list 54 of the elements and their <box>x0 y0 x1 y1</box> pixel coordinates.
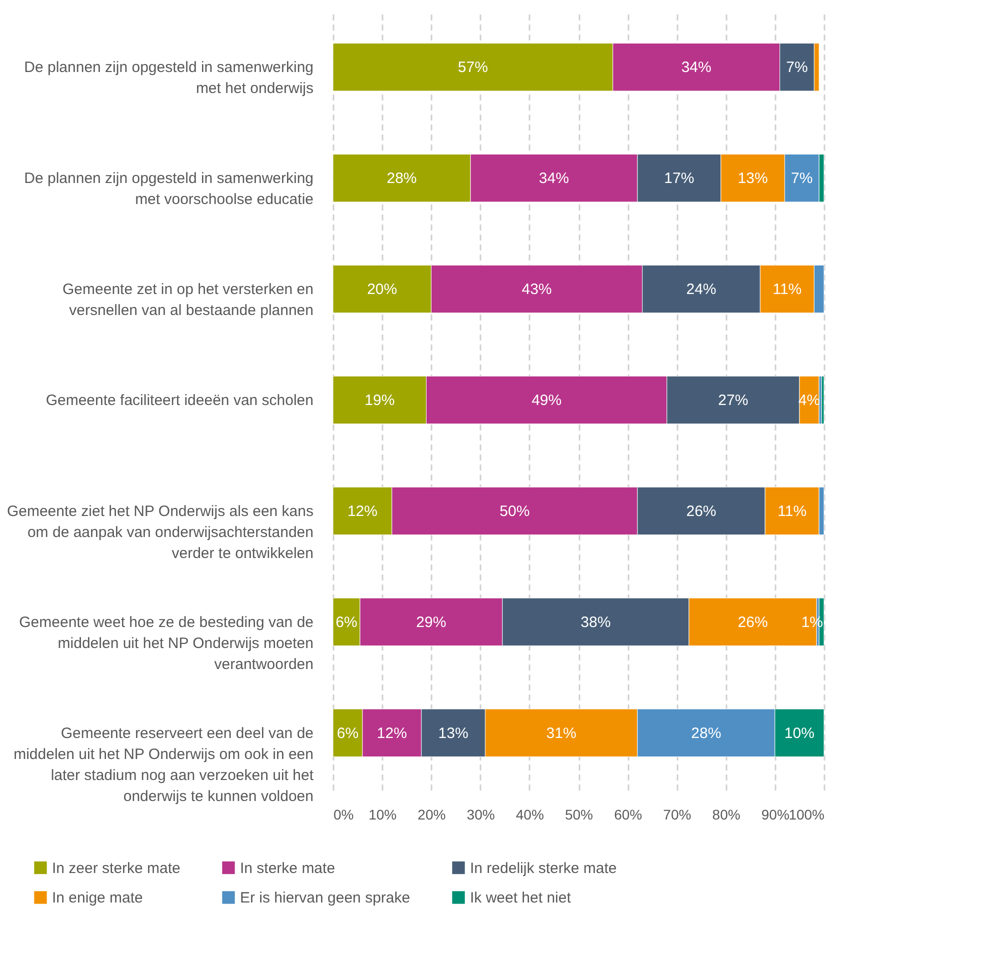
x-tick-label: 10% <box>368 806 397 822</box>
y-tick-label: Gemeente faciliteert ideeën van scholen <box>46 392 314 409</box>
y-tick-label: Gemeente weet hoe ze de besteding van de middelen uit het NP Onderwijs moeten verantwoorden <box>19 614 314 673</box>
x-tick-label: 40% <box>516 806 544 822</box>
data-label: 26% <box>738 614 768 631</box>
data-label: 12% <box>376 724 407 742</box>
x-tick-label: 80% <box>712 806 740 822</box>
data-label: 28% <box>386 170 417 188</box>
data-label: 49% <box>532 392 562 409</box>
data-label: 10% <box>784 724 814 742</box>
data-label: 34% <box>538 170 569 188</box>
x-tick-label: 30% <box>466 806 495 822</box>
y-tick-label: De plannen zijn opgesteld in samenwerking met voorschoolse educatie <box>24 170 314 208</box>
data-label: 26% <box>686 502 716 520</box>
y-tick-label: Gemeente reserveert een deel van de middelen uit het NP Onderwijs om ook in een later stadium nog aan verzoeken uit het onderwijs te kunnen voldoen <box>14 724 314 805</box>
legend-label: In zeer sterke mate <box>52 860 180 877</box>
x-tick-label: 50% <box>564 806 594 822</box>
data-label: 27% <box>718 392 748 409</box>
data-label: 50% <box>500 502 530 520</box>
x-tick-label: 20% <box>418 806 446 822</box>
y-tick-label: Gemeente zet in op het versterken en versnellen van al bestaande plannen <box>62 281 314 320</box>
legend-label: In redelijk sterke mate <box>470 860 617 877</box>
data-label: 12% <box>347 502 378 520</box>
x-tick-label: 0% <box>334 806 354 822</box>
y-tick-label: De plannen zijn opgesteld in samenwerking met het onderwijs <box>24 59 314 98</box>
data-label: 7% <box>791 170 813 188</box>
x-tick-label: 100% <box>788 806 824 822</box>
data-label: 6% <box>336 614 358 631</box>
legend-label: In enige mate <box>52 890 143 906</box>
data-label: 19% <box>364 392 395 409</box>
data-label: 34% <box>681 59 712 76</box>
data-label: 57% <box>458 59 488 76</box>
x-tick-label: 60% <box>614 806 642 822</box>
data-label: 29% <box>416 614 446 631</box>
data-label: 20% <box>367 281 398 298</box>
bar <box>821 376 824 424</box>
data-label: 38% <box>580 614 611 631</box>
data-label: 43% <box>522 281 552 298</box>
data-label: 13% <box>738 170 768 188</box>
data-label: 24% <box>686 281 716 298</box>
data-label: 17% <box>664 170 694 188</box>
data-label: 6% <box>336 724 359 742</box>
legend-label: In sterke mate <box>240 860 336 877</box>
legend-label: Er is hiervan geen sprake <box>240 890 410 906</box>
data-label: 11% <box>778 502 807 520</box>
data-label: 11% <box>772 281 802 298</box>
data-label: 7% <box>786 59 808 76</box>
data-label: 13% <box>438 724 468 742</box>
x-tick-label: 70% <box>663 806 692 822</box>
y-tick-label: Gemeente ziet het NP Onderwijs als een kans om de aanpak van onderwijsachterstanden verder te ontwikkelen <box>6 502 314 562</box>
x-tick-label: 90% <box>761 806 790 822</box>
data-label: 31% <box>546 724 576 742</box>
legend-label: Ik weet het niet <box>470 890 572 906</box>
data-label: 28% <box>691 724 722 742</box>
